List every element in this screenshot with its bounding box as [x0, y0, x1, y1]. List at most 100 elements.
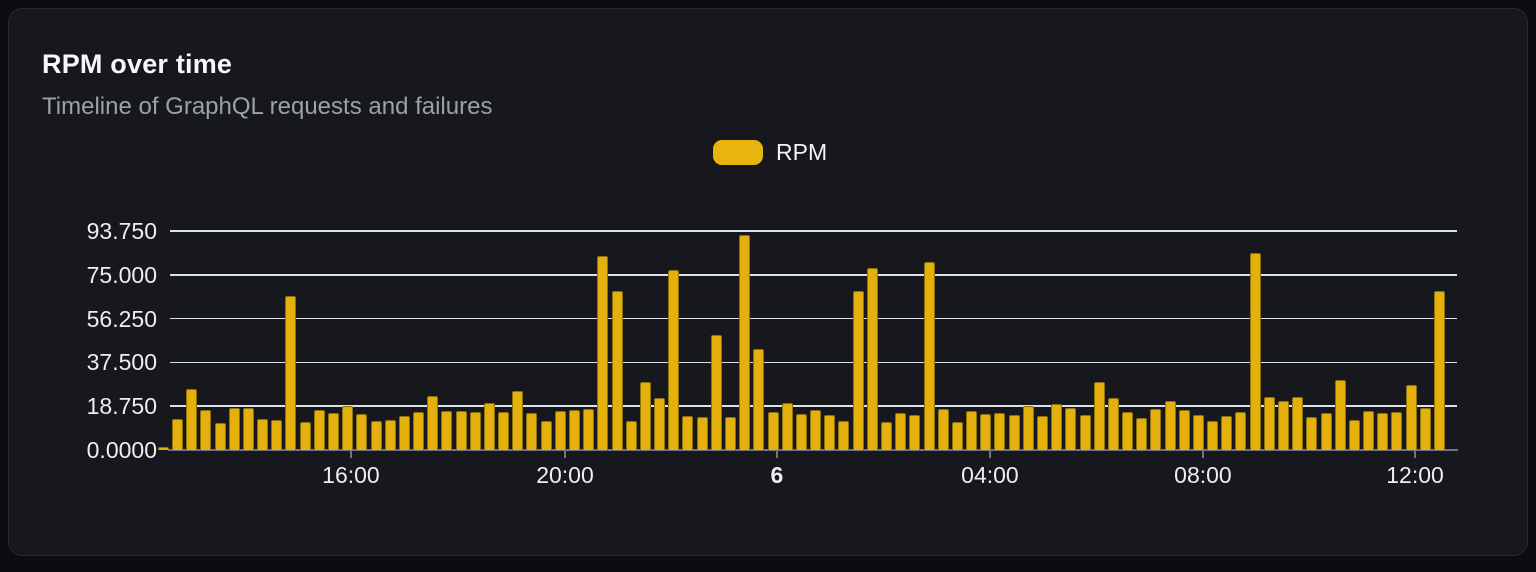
rpm-bar[interactable] — [1391, 411, 1403, 450]
rpm-bar[interactable] — [413, 411, 425, 450]
rpm-bar[interactable] — [611, 290, 623, 450]
rpm-bar[interactable] — [753, 349, 765, 450]
rpm-bar[interactable] — [583, 409, 595, 450]
rpm-bar[interactable] — [1136, 417, 1148, 450]
rpm-bar[interactable] — [1278, 401, 1290, 450]
rpm-bar[interactable] — [1122, 412, 1134, 450]
rpm-bar[interactable] — [852, 291, 864, 450]
rpm-bar[interactable] — [1164, 401, 1176, 450]
gridline — [170, 230, 1457, 232]
rpm-bar[interactable] — [157, 446, 169, 450]
rpm-bar[interactable] — [441, 410, 453, 450]
rpm-bar[interactable] — [398, 416, 410, 450]
rpm-bar[interactable] — [342, 405, 354, 450]
rpm-bar[interactable] — [980, 413, 992, 450]
rpm-bar[interactable] — [327, 412, 339, 450]
rpm-bar[interactable] — [1434, 290, 1445, 450]
rpm-bar[interactable] — [909, 415, 921, 450]
rpm-bar[interactable] — [696, 417, 708, 450]
rpm-bar[interactable] — [951, 422, 963, 450]
rpm-bar[interactable] — [1334, 379, 1346, 450]
rpm-bar[interactable] — [795, 414, 807, 450]
rpm-bar[interactable] — [299, 421, 311, 450]
rpm-bar[interactable] — [1263, 396, 1275, 450]
rpm-bar[interactable] — [569, 410, 581, 450]
y-axis-tick-label: 37.500 — [86, 349, 157, 376]
rpm-bar[interactable] — [639, 382, 651, 450]
rpm-bar[interactable] — [186, 389, 198, 450]
rpm-bar[interactable] — [512, 390, 524, 450]
rpm-bar[interactable] — [171, 419, 183, 450]
rpm-bar[interactable] — [526, 412, 538, 450]
rpm-bar[interactable] — [257, 418, 269, 450]
x-axis-tick-label: 08:00 — [1174, 462, 1232, 488]
x-axis-tick-label: 12:00 — [1386, 462, 1444, 488]
rpm-bar[interactable] — [1079, 414, 1091, 450]
rpm-bar[interactable] — [682, 416, 694, 450]
rpm-bar[interactable] — [1363, 411, 1375, 450]
rpm-bar[interactable] — [810, 410, 822, 450]
rpm-bar[interactable] — [625, 421, 637, 450]
rpm-bar[interactable] — [1405, 385, 1417, 450]
legend[interactable]: RPM — [713, 140, 827, 165]
rpm-bar[interactable] — [384, 420, 396, 450]
rpm-bar[interactable] — [1348, 420, 1360, 450]
rpm-bar[interactable] — [1107, 398, 1119, 450]
gridline — [170, 317, 1457, 320]
rpm-bar[interactable] — [937, 408, 949, 450]
rpm-bar[interactable] — [725, 417, 736, 450]
rpm-bar[interactable] — [1065, 407, 1077, 450]
rpm-bar[interactable] — [866, 268, 878, 450]
rpm-bar[interactable] — [781, 402, 793, 450]
rpm-bar[interactable] — [1022, 405, 1034, 450]
rpm-bar[interactable] — [966, 410, 978, 450]
rpm-bar[interactable] — [200, 410, 212, 450]
rpm-bar[interactable] — [1178, 409, 1190, 450]
rpm-bar[interactable] — [1419, 407, 1431, 450]
rpm-bar[interactable] — [214, 423, 226, 450]
rpm-bar[interactable] — [923, 261, 935, 450]
rpm-bar[interactable] — [1008, 415, 1020, 450]
rpm-bar[interactable] — [824, 414, 836, 450]
rpm-bar[interactable] — [1292, 397, 1304, 450]
rpm-bar[interactable] — [1207, 420, 1219, 450]
rpm-bar[interactable] — [1235, 411, 1247, 450]
rpm-bar[interactable] — [1306, 417, 1318, 450]
rpm-bar[interactable] — [1249, 253, 1261, 450]
rpm-bar[interactable] — [668, 270, 680, 450]
x-axis-tick — [988, 451, 991, 458]
rpm-bar[interactable] — [271, 420, 283, 450]
rpm-bar[interactable] — [498, 412, 510, 450]
rpm-bar[interactable] — [228, 407, 240, 450]
rpm-bar[interactable] — [427, 396, 439, 450]
rpm-bar[interactable] — [597, 256, 609, 450]
rpm-bar[interactable] — [895, 413, 907, 450]
rpm-bar[interactable] — [469, 412, 481, 450]
rpm-bar[interactable] — [710, 335, 722, 450]
legend-swatch-rpm — [713, 140, 763, 165]
rpm-bar[interactable] — [356, 414, 368, 450]
rpm-bar[interactable] — [455, 410, 467, 450]
rpm-bar[interactable] — [1036, 416, 1048, 450]
rpm-bar[interactable] — [838, 421, 850, 450]
rpm-bar[interactable] — [1093, 382, 1105, 450]
rpm-bar[interactable] — [1221, 416, 1233, 450]
rpm-bar[interactable] — [880, 422, 892, 450]
rpm-bar[interactable] — [483, 402, 495, 450]
rpm-bar[interactable] — [654, 398, 666, 450]
rpm-bar[interactable] — [1377, 412, 1389, 450]
rpm-bar[interactable] — [1192, 415, 1204, 450]
rpm-bar[interactable] — [313, 410, 325, 450]
rpm-bar[interactable] — [554, 410, 566, 450]
rpm-bar[interactable] — [767, 412, 779, 450]
rpm-bar[interactable] — [242, 407, 254, 450]
rpm-bar[interactable] — [739, 234, 751, 450]
rpm-bar[interactable] — [1051, 404, 1063, 450]
rpm-bar[interactable] — [1150, 408, 1162, 450]
rpm-bar[interactable] — [994, 412, 1006, 450]
rpm-bar[interactable] — [370, 421, 382, 450]
rpm-bar[interactable] — [1320, 413, 1332, 450]
rpm-bar[interactable] — [285, 296, 297, 450]
rpm-bar[interactable] — [540, 420, 552, 450]
